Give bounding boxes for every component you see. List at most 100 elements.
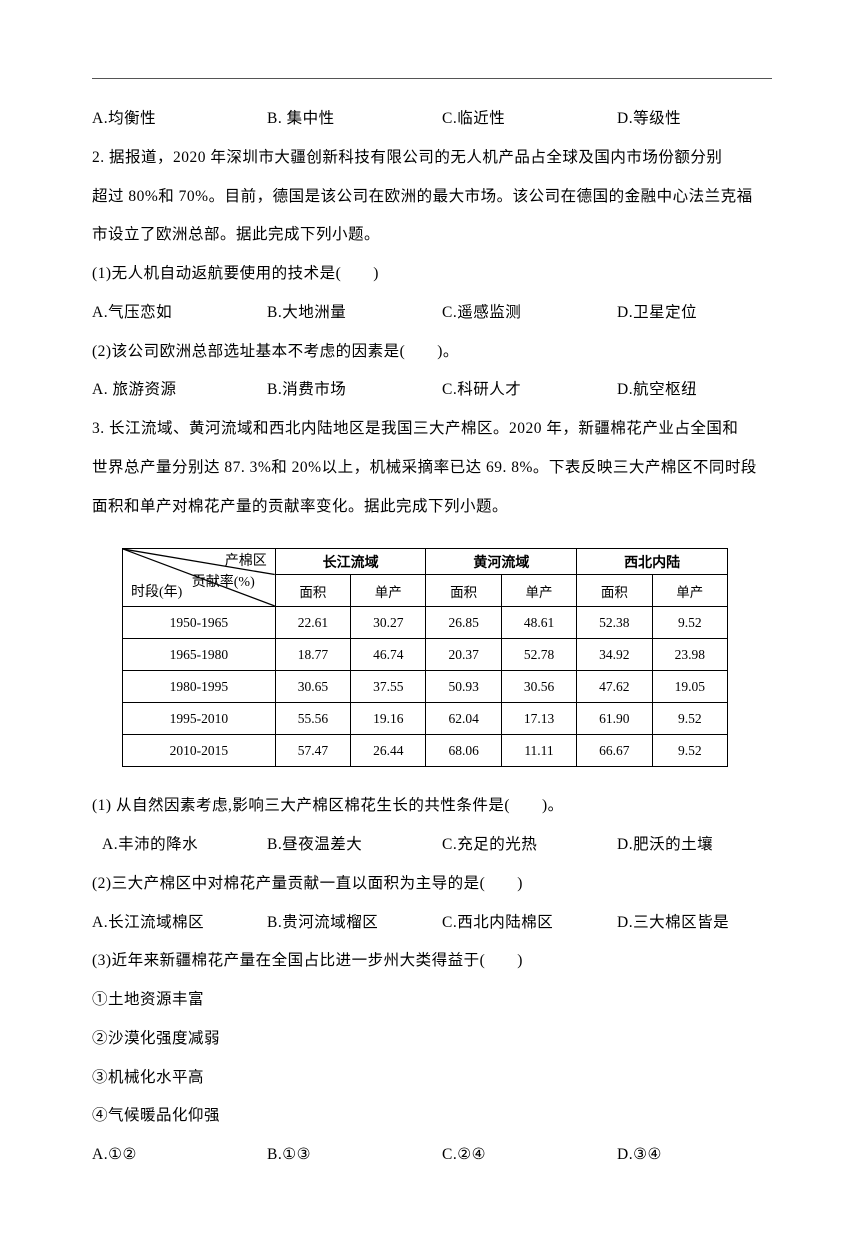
val-cell: 26.44 <box>351 735 426 767</box>
val-cell: 23.98 <box>652 639 727 671</box>
q2p1-opt-d: D.卫星定位 <box>617 294 772 333</box>
diagonal-header-cell: 产棉区 贡献率(%) 时段(年) <box>123 549 276 607</box>
table-row: 1980-1995 30.65 37.55 50.93 30.56 47.62 … <box>123 671 728 703</box>
q3-intro-3: 面积和单产对棉花产量的贡献率变化。据此完成下列小题。 <box>92 488 772 527</box>
q2-intro-1: 2. 据报道，2020 年深圳市大疆创新科技有限公司的无人机产品占全球及国内市场… <box>92 139 772 178</box>
val-cell: 50.93 <box>426 671 501 703</box>
val-cell: 9.52 <box>652 703 727 735</box>
val-cell: 55.56 <box>275 703 350 735</box>
q1-opt-b: B. 集中性 <box>267 100 442 139</box>
subcol: 面积 <box>577 575 652 607</box>
q3-part3-options: A.①② B.①③ C.②④ D.③④ <box>92 1136 772 1175</box>
q2-intro-2: 超过 80%和 70%。目前，德国是该公司在欧洲的最大市场。该公司在德国的金融中… <box>92 178 772 217</box>
q3p2-opt-c: C.西北内陆棉区 <box>442 904 617 943</box>
q3-li3: ③机械化水平高 <box>92 1059 772 1098</box>
val-cell: 57.47 <box>275 735 350 767</box>
subcol: 面积 <box>426 575 501 607</box>
cotton-table: 产棉区 贡献率(%) 时段(年) 长江流域 黄河流域 西北内陆 面积 单产 面积… <box>122 548 728 767</box>
table-row: 1950-1965 22.61 30.27 26.85 48.61 52.38 … <box>123 607 728 639</box>
q2-part2-options: A. 旅游资源 B.消费市场 C.科研人才 D.航空枢纽 <box>92 371 772 410</box>
diag-mid-label: 贡献率(%) <box>192 575 255 592</box>
q1-options: A.均衡性 B. 集中性 C.临近性 D.等级性 <box>92 100 772 139</box>
q2p2-opt-a: A. 旅游资源 <box>92 371 267 410</box>
q3-part1: (1) 从自然因素考虑,影响三大产棉区棉花生长的共性条件是( )。 <box>92 787 772 826</box>
q3p1-opt-d: D.肥沃的土壤 <box>617 826 772 865</box>
q3-part3: (3)近年来新疆棉花产量在全国占比进一步州大类得益于( ) <box>92 942 772 981</box>
val-cell: 61.90 <box>577 703 652 735</box>
val-cell: 66.67 <box>577 735 652 767</box>
period-cell: 1950-1965 <box>123 607 276 639</box>
q3-li1: ①土地资源丰富 <box>92 981 772 1020</box>
val-cell: 18.77 <box>275 639 350 671</box>
val-cell: 19.05 <box>652 671 727 703</box>
val-cell: 62.04 <box>426 703 501 735</box>
val-cell: 34.92 <box>577 639 652 671</box>
region-1: 长江流域 <box>275 549 426 575</box>
val-cell: 9.52 <box>652 607 727 639</box>
val-cell: 11.11 <box>501 735 576 767</box>
val-cell: 26.85 <box>426 607 501 639</box>
region-2: 黄河流域 <box>426 549 577 575</box>
val-cell: 52.38 <box>577 607 652 639</box>
q3p1-opt-a: A.丰沛的降水 <box>92 826 267 865</box>
q1-opt-d: D.等级性 <box>617 100 772 139</box>
q3-li2: ②沙漠化强度减弱 <box>92 1020 772 1059</box>
subcol: 单产 <box>351 575 426 607</box>
table-header-row-1: 产棉区 贡献率(%) 时段(年) 长江流域 黄河流域 西北内陆 <box>123 549 728 575</box>
q3p3-opt-a: A.①② <box>92 1136 267 1175</box>
region-3: 西北内陆 <box>577 549 728 575</box>
q3p3-opt-d: D.③④ <box>617 1136 772 1175</box>
q2-part2: (2)该公司欧洲总部选址基本不考虑的因素是( )。 <box>92 333 772 372</box>
header-rule <box>92 78 772 79</box>
q2p2-opt-b: B.消费市场 <box>267 371 442 410</box>
q3p2-opt-b: B.贵河流域榴区 <box>267 904 442 943</box>
period-cell: 1980-1995 <box>123 671 276 703</box>
cotton-table-wrap: 产棉区 贡献率(%) 时段(年) 长江流域 黄河流域 西北内陆 面积 单产 面积… <box>122 548 772 767</box>
q3-intro-2: 世界总产量分别达 87. 3%和 20%以上，机械采摘率已达 69. 8%。下表… <box>92 449 772 488</box>
q2p1-opt-a: A.气压恋如 <box>92 294 267 333</box>
q2p2-opt-d: D.航空枢纽 <box>617 371 772 410</box>
period-cell: 1995-2010 <box>123 703 276 735</box>
q2-intro-3: 市设立了欧洲总部。据此完成下列小题。 <box>92 216 772 255</box>
q2p1-opt-b: B.大地洲量 <box>267 294 442 333</box>
subcol: 面积 <box>275 575 350 607</box>
val-cell: 19.16 <box>351 703 426 735</box>
subcol: 单产 <box>501 575 576 607</box>
table-row: 1965-1980 18.77 46.74 20.37 52.78 34.92 … <box>123 639 728 671</box>
val-cell: 30.27 <box>351 607 426 639</box>
table-row: 1995-2010 55.56 19.16 62.04 17.13 61.90 … <box>123 703 728 735</box>
q2p1-opt-c: C.遥感监测 <box>442 294 617 333</box>
q1-opt-a: A.均衡性 <box>92 100 267 139</box>
q3p1-opt-c: C.充足的光热 <box>442 826 617 865</box>
q2-part1-options: A.气压恋如 B.大地洲量 C.遥感监测 D.卫星定位 <box>92 294 772 333</box>
val-cell: 22.61 <box>275 607 350 639</box>
table-row: 2010-2015 57.47 26.44 68.06 11.11 66.67 … <box>123 735 728 767</box>
val-cell: 30.56 <box>501 671 576 703</box>
period-cell: 1965-1980 <box>123 639 276 671</box>
val-cell: 46.74 <box>351 639 426 671</box>
q3p2-opt-a: A.长江流域棉区 <box>92 904 267 943</box>
q2-part1: (1)无人机自动返航要使用的技术是( ) <box>92 255 772 294</box>
q3-intro-1: 3. 长江流域、黄河流域和西北内陆地区是我国三大产棉区。2020 年，新疆棉花产… <box>92 410 772 449</box>
val-cell: 47.62 <box>577 671 652 703</box>
val-cell: 48.61 <box>501 607 576 639</box>
q3-part2-options: A.长江流域棉区 B.贵河流域榴区 C.西北内陆棉区 D.三大棉区皆是 <box>92 904 772 943</box>
q3p3-opt-c: C.②④ <box>442 1136 617 1175</box>
val-cell: 30.65 <box>275 671 350 703</box>
period-cell: 2010-2015 <box>123 735 276 767</box>
q3-part1-options: A.丰沛的降水 B.昼夜温差大 C.充足的光热 D.肥沃的土壤 <box>92 826 772 865</box>
val-cell: 20.37 <box>426 639 501 671</box>
diag-top-label: 产棉区 <box>225 554 267 571</box>
diag-bot-label: 时段(年) <box>131 585 182 602</box>
q3p3-opt-b: B.①③ <box>267 1136 442 1175</box>
q1-opt-c: C.临近性 <box>442 100 617 139</box>
val-cell: 68.06 <box>426 735 501 767</box>
q3p1-opt-b: B.昼夜温差大 <box>267 826 442 865</box>
exam-page: A.均衡性 B. 集中性 C.临近性 D.等级性 2. 据报道，2020 年深圳… <box>0 0 860 1235</box>
q2p2-opt-c: C.科研人才 <box>442 371 617 410</box>
val-cell: 17.13 <box>501 703 576 735</box>
val-cell: 9.52 <box>652 735 727 767</box>
val-cell: 52.78 <box>501 639 576 671</box>
q3p2-opt-d: D.三大棉区皆是 <box>617 904 772 943</box>
val-cell: 37.55 <box>351 671 426 703</box>
